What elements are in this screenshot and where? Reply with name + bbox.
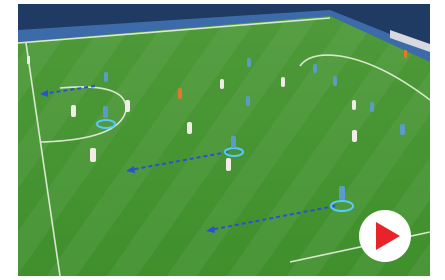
play-button[interactable] [359, 210, 411, 262]
player [352, 130, 357, 142]
player [333, 76, 337, 86]
player [187, 122, 192, 134]
player [103, 106, 108, 118]
player [90, 148, 96, 162]
player [71, 105, 76, 117]
player [247, 58, 251, 67]
player [400, 124, 405, 135]
player [352, 100, 356, 110]
player [246, 96, 250, 106]
page: (() => { const data = JSON.parse(documen… [0, 0, 445, 280]
linesman [404, 50, 407, 58]
player [226, 158, 231, 171]
match-scene [0, 0, 445, 280]
player [27, 56, 30, 64]
player [281, 77, 285, 87]
player [104, 72, 108, 82]
player [125, 100, 130, 112]
referee [178, 88, 182, 99]
player [220, 79, 224, 89]
player [231, 136, 236, 148]
player [339, 186, 345, 200]
player [370, 102, 374, 112]
player [313, 64, 317, 73]
